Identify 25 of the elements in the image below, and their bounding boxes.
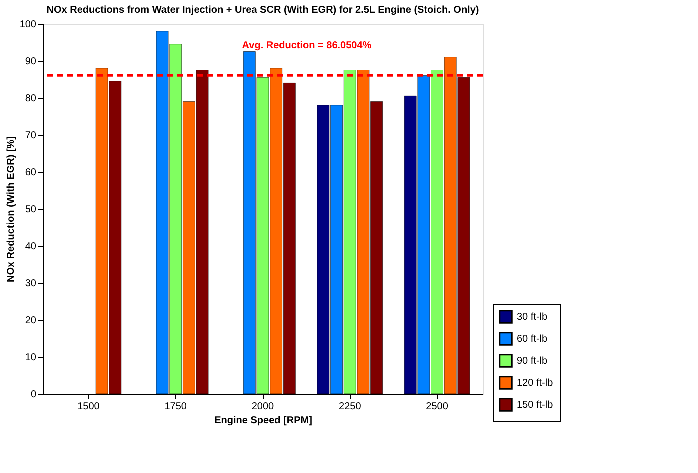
x-tick-label: 2250 [339,402,362,412]
x-axis-title: Engine Speed [RPM] [214,416,312,426]
legend-label: 150 ft-lb [517,400,554,411]
y-tick-label: 20 [25,316,37,326]
y-tick-label: 70 [25,130,37,142]
y-axis-title: NOx Reduction (With EGR) [%] [6,136,17,283]
y-tick-label: 40 [25,242,37,252]
y-tick-label: 100 [20,20,37,30]
x-tick-label: 2500 [426,402,449,412]
x-tick-label: 1500 [78,402,100,412]
x-tick-label: 2000 [252,402,275,412]
legend-label: 30 ft-lb [517,312,548,323]
y-tick-label: 80 [25,94,37,104]
y-tick-label: 0 [30,390,37,400]
legend-label: 60 ft-lb [517,334,548,345]
x-tick-label: 1750 [164,402,188,412]
y-tick-label: 90 [25,56,37,68]
chart-title: NOx Reductions from Water Injection + Urea SCR (With EGR) for 2.5L Engine (Stoich. Only) [46,5,480,16]
ref-line-label: Avg. Reduction = 86.0504% [242,40,372,52]
y-tick-label: 30 [25,278,37,290]
legend-label: 120 ft-lb [517,378,554,389]
legend-label: 90 ft-lb [517,356,548,367]
y-tick-label: 60 [25,168,37,178]
y-tick-label: 10 [25,352,37,364]
y-tick-label: 50 [25,204,37,216]
